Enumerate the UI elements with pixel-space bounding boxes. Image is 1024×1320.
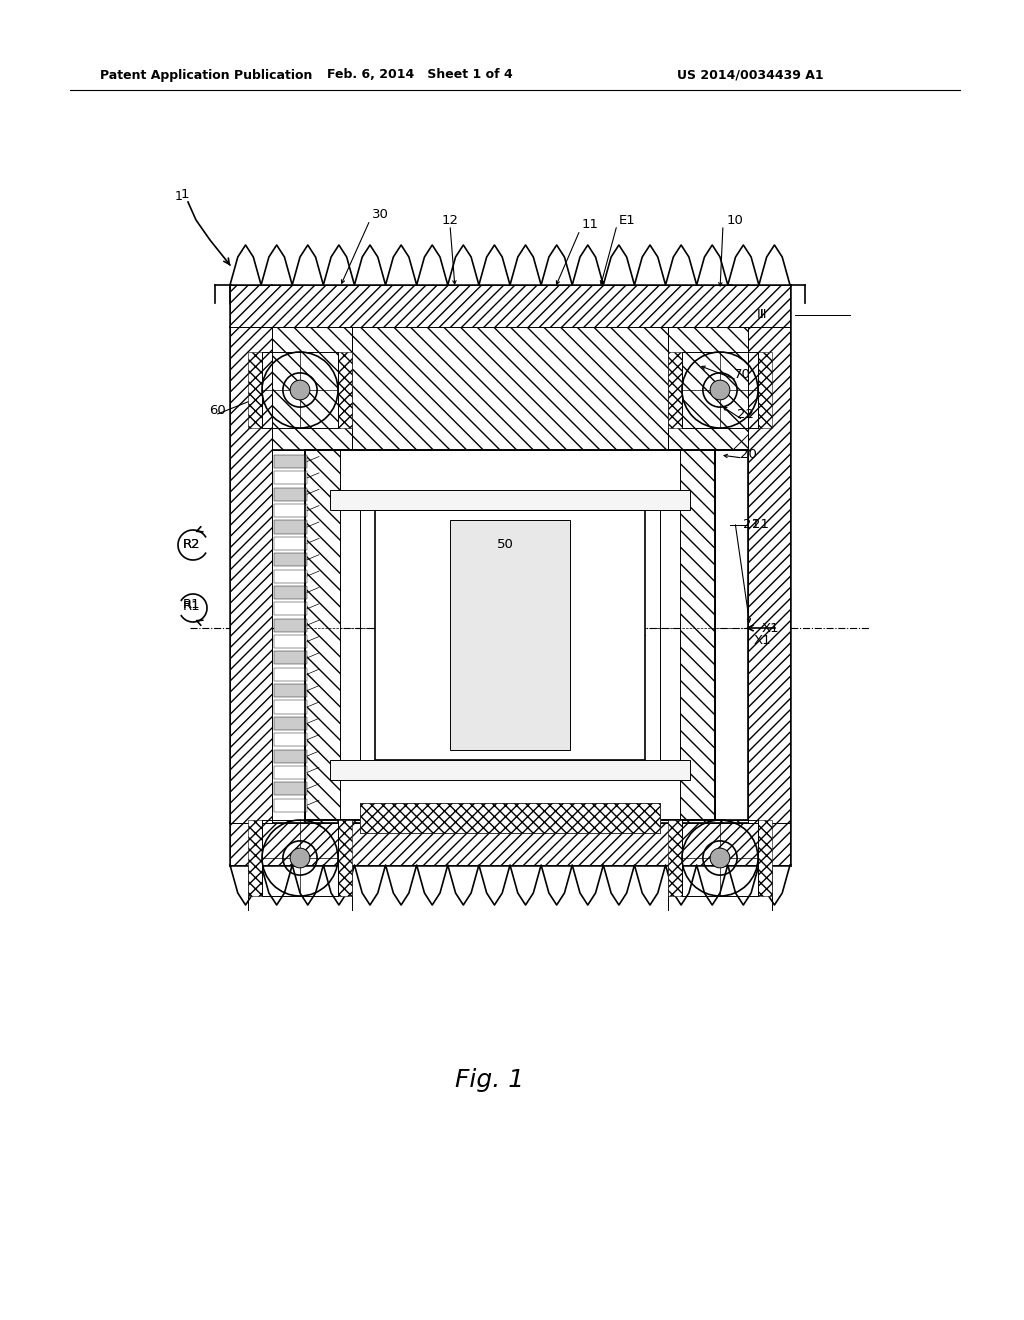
Bar — [274, 455, 307, 469]
Circle shape — [290, 849, 310, 867]
Bar — [748, 327, 790, 822]
Bar — [274, 783, 307, 796]
Text: 60: 60 — [210, 404, 226, 417]
Bar — [668, 820, 682, 896]
Bar — [274, 504, 307, 517]
Bar — [274, 684, 307, 697]
Bar — [274, 651, 307, 664]
Bar — [274, 619, 307, 632]
Bar — [330, 760, 690, 780]
Text: 50: 50 — [497, 539, 513, 552]
Text: 50: 50 — [497, 539, 513, 552]
Bar — [305, 450, 340, 820]
Bar — [680, 450, 715, 820]
Bar — [272, 327, 748, 450]
Text: R1: R1 — [183, 601, 201, 614]
Bar — [274, 602, 307, 615]
Bar — [248, 352, 262, 428]
Text: 12: 12 — [441, 214, 459, 227]
Bar — [274, 586, 307, 599]
Bar — [230, 327, 272, 822]
Bar — [305, 450, 715, 820]
Bar — [360, 803, 660, 833]
Bar — [668, 352, 682, 428]
Bar — [338, 820, 352, 896]
Bar — [352, 327, 668, 450]
Text: Patent Application Publication: Patent Application Publication — [100, 69, 312, 82]
Bar — [274, 553, 307, 566]
Text: Feb. 6, 2014   Sheet 1 of 4: Feb. 6, 2014 Sheet 1 of 4 — [327, 69, 513, 82]
Circle shape — [710, 849, 730, 867]
Text: Fig. 1: Fig. 1 — [456, 1068, 524, 1092]
Text: 21: 21 — [752, 519, 769, 532]
Text: R1: R1 — [183, 598, 201, 611]
Text: R2: R2 — [183, 539, 201, 552]
Text: 21: 21 — [743, 519, 761, 532]
Bar — [360, 803, 660, 833]
Text: 1: 1 — [175, 190, 183, 202]
Bar — [682, 820, 758, 896]
Bar — [274, 487, 307, 500]
Text: 20: 20 — [739, 449, 757, 462]
Bar — [230, 285, 790, 327]
Bar — [274, 733, 307, 746]
Text: II: II — [757, 309, 764, 322]
Bar — [274, 520, 307, 533]
Circle shape — [290, 380, 310, 400]
Bar — [682, 352, 758, 428]
Text: US 2014/0034439 A1: US 2014/0034439 A1 — [677, 69, 823, 82]
Bar — [450, 520, 570, 750]
Bar — [274, 717, 307, 730]
Text: E1: E1 — [618, 214, 635, 227]
Bar — [262, 820, 338, 896]
Bar — [330, 490, 690, 510]
Bar — [375, 510, 645, 760]
Bar — [274, 537, 307, 550]
Bar — [248, 820, 262, 896]
Bar — [230, 822, 790, 865]
Bar — [274, 799, 307, 812]
Bar — [338, 352, 352, 428]
Bar — [274, 569, 307, 582]
Text: 10: 10 — [727, 214, 743, 227]
Text: 11: 11 — [582, 219, 598, 231]
Text: R2: R2 — [183, 539, 201, 552]
Bar — [274, 668, 307, 681]
Text: 30: 30 — [372, 209, 388, 222]
Text: 22: 22 — [736, 408, 754, 421]
Bar — [274, 471, 307, 484]
Text: X1: X1 — [762, 622, 779, 635]
Circle shape — [710, 380, 730, 400]
Text: II: II — [760, 309, 768, 322]
Bar — [758, 820, 772, 896]
Text: 70: 70 — [733, 368, 751, 381]
Text: 1: 1 — [181, 189, 189, 202]
Text: X1: X1 — [754, 634, 771, 647]
Bar — [758, 352, 772, 428]
Bar — [262, 352, 338, 428]
Bar — [272, 820, 748, 822]
Bar — [274, 766, 307, 779]
Bar — [274, 701, 307, 714]
Bar — [274, 635, 307, 648]
Bar — [274, 750, 307, 763]
